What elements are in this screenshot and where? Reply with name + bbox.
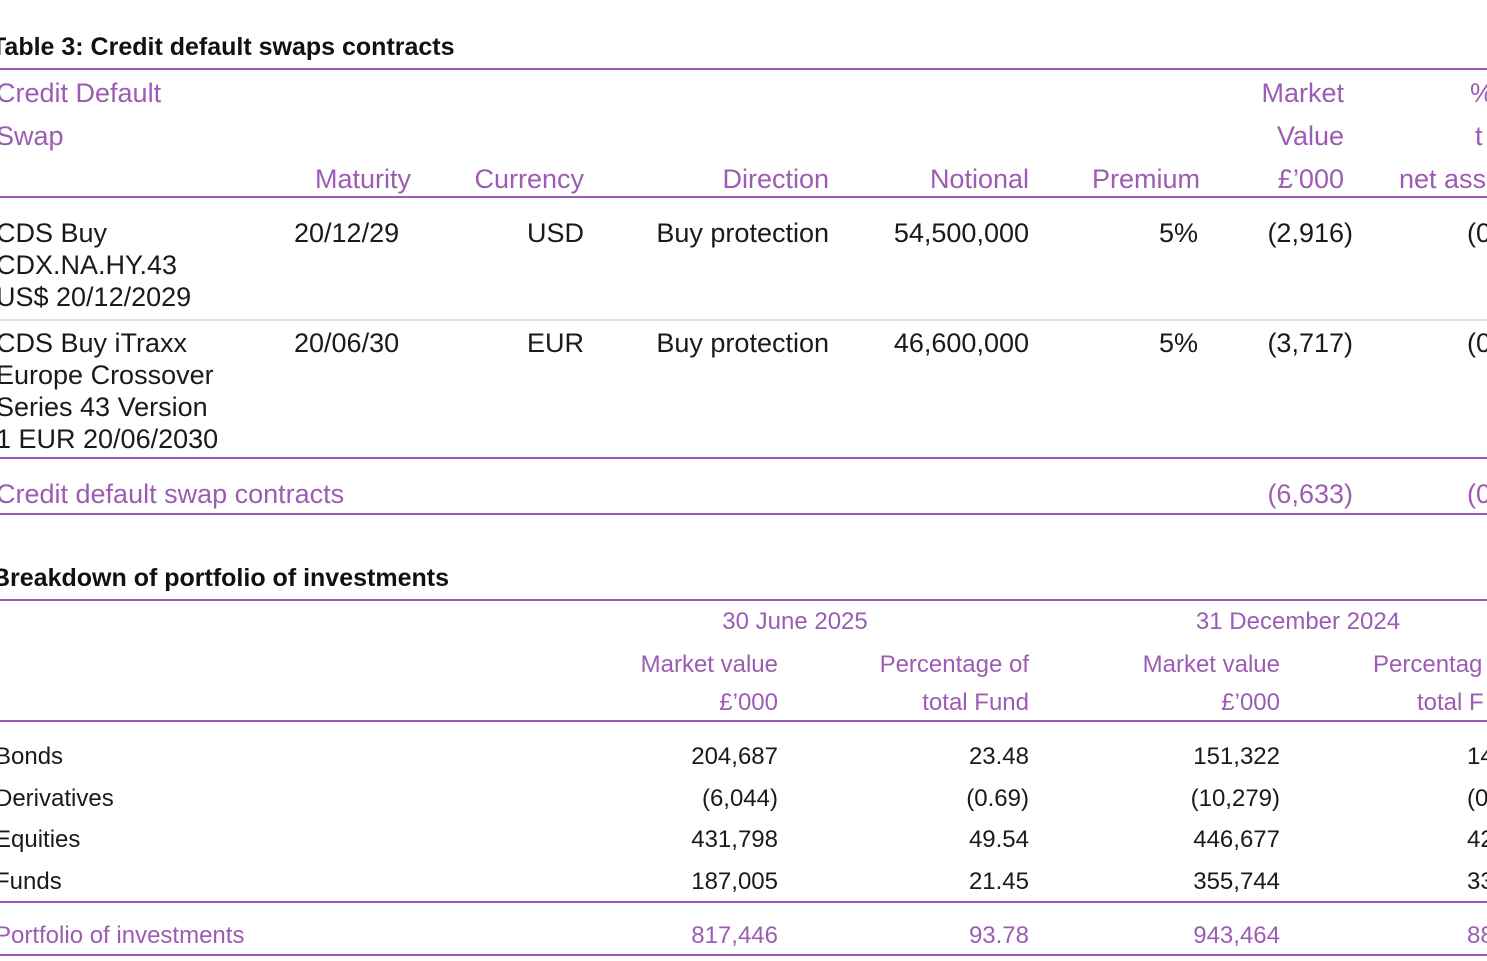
column-header: Market value	[640, 651, 778, 678]
total-cell: 817,446	[691, 922, 778, 949]
cell: US$ 20/12/2029	[0, 282, 192, 312]
row-separator	[0, 319, 1487, 321]
column-header: %	[1470, 78, 1487, 108]
row-label: Bonds	[0, 743, 64, 770]
row-cell: 21.45	[968, 868, 1029, 896]
table-title: Table 3: Credit default swaps contracts	[0, 33, 455, 61]
row-cell: 151,322	[1193, 743, 1280, 770]
column-header: Percentag	[1373, 651, 1483, 678]
rule	[0, 954, 1487, 956]
column-header: total F	[1417, 689, 1484, 716]
cell: 5%	[1158, 328, 1198, 358]
column-header: Notional	[929, 164, 1029, 194]
row-cell: (0	[1467, 784, 1487, 812]
cell: (0	[1467, 328, 1487, 358]
row-cell: 23.48	[968, 743, 1029, 770]
column-header: Premium	[1091, 164, 1200, 194]
row-label: Equities	[0, 826, 81, 854]
rule	[0, 513, 1487, 515]
table-title: Breakdown of portfolio of investments	[0, 564, 449, 592]
row-cell: 14	[1467, 743, 1487, 770]
cell: Series 43 Version	[0, 392, 208, 422]
row-cell: 446,677	[1193, 826, 1280, 854]
total-cell: (6,633)	[1267, 479, 1353, 509]
row-cell: 42	[1467, 826, 1487, 854]
period-header: 30 June 2025	[722, 608, 868, 635]
cell: (0	[1467, 218, 1487, 248]
column-header: total Fund	[922, 689, 1029, 716]
column-header: Maturity	[314, 164, 411, 194]
cell: EUR	[526, 328, 584, 358]
row-cell: 187,005	[691, 868, 778, 896]
row-cell: (0.69)	[966, 784, 1029, 812]
total-label: Credit default swap contracts	[0, 479, 345, 509]
total-cell: 93.78	[968, 922, 1029, 949]
column-header: Swap	[0, 121, 64, 151]
cell: (3,717)	[1267, 328, 1353, 358]
column-header: Currency	[474, 164, 584, 194]
row-label: Funds	[0, 868, 62, 896]
row-cell: 49.54	[968, 826, 1029, 854]
column-header: Value	[1276, 121, 1344, 151]
cell: 20/12/29	[294, 218, 400, 248]
row-cell: 204,687	[691, 743, 778, 770]
total-cell: (0	[1467, 479, 1487, 509]
cell: CDX.NA.HY.43	[0, 250, 178, 280]
row-cell: 431,798	[691, 826, 778, 854]
column-header: £’000	[719, 689, 778, 716]
cell: 5%	[1158, 218, 1198, 248]
cell: 1 EUR 20/06/2030	[0, 424, 219, 454]
cell: CDS Buy iTraxx	[0, 328, 188, 358]
rule	[0, 901, 1487, 903]
row-cell: (6,044)	[701, 784, 778, 812]
column-header: Credit Default	[0, 78, 162, 108]
column-header: £’000	[1277, 164, 1344, 194]
cell: CDS Buy	[0, 218, 108, 248]
column-header: £’000	[1221, 689, 1280, 716]
cell: Buy protection	[656, 328, 829, 358]
cell: Europe Crossover	[0, 360, 214, 390]
total-label: Portfolio of investments	[0, 922, 245, 949]
rule	[0, 457, 1487, 459]
row-cell: 355,744	[1193, 868, 1280, 896]
rule	[0, 68, 1487, 70]
row-cell: (10,279)	[1190, 784, 1280, 812]
column-header: Market	[1261, 78, 1344, 108]
column-header: net ass	[1399, 164, 1487, 194]
row-cell: 33	[1467, 868, 1487, 896]
cell: 20/06/30	[294, 328, 400, 358]
cell: 54,500,000	[893, 218, 1029, 248]
period-header: 31 December 2024	[1195, 608, 1401, 635]
total-cell: 943,464	[1193, 922, 1280, 949]
cell: (2,916)	[1267, 218, 1353, 248]
rule	[0, 196, 1487, 198]
cell: USD	[526, 218, 584, 248]
total-cell: 88	[1467, 922, 1487, 949]
column-header: Market value	[1142, 651, 1280, 678]
cell: 46,600,000	[893, 328, 1029, 358]
rule	[0, 599, 1487, 601]
row-label: Derivatives	[0, 784, 114, 812]
column-header: Direction	[722, 164, 829, 194]
cell: Buy protection	[656, 218, 829, 248]
column-header: Percentage of	[879, 651, 1029, 678]
rule	[0, 720, 1487, 722]
column-header: t	[1475, 121, 1483, 151]
